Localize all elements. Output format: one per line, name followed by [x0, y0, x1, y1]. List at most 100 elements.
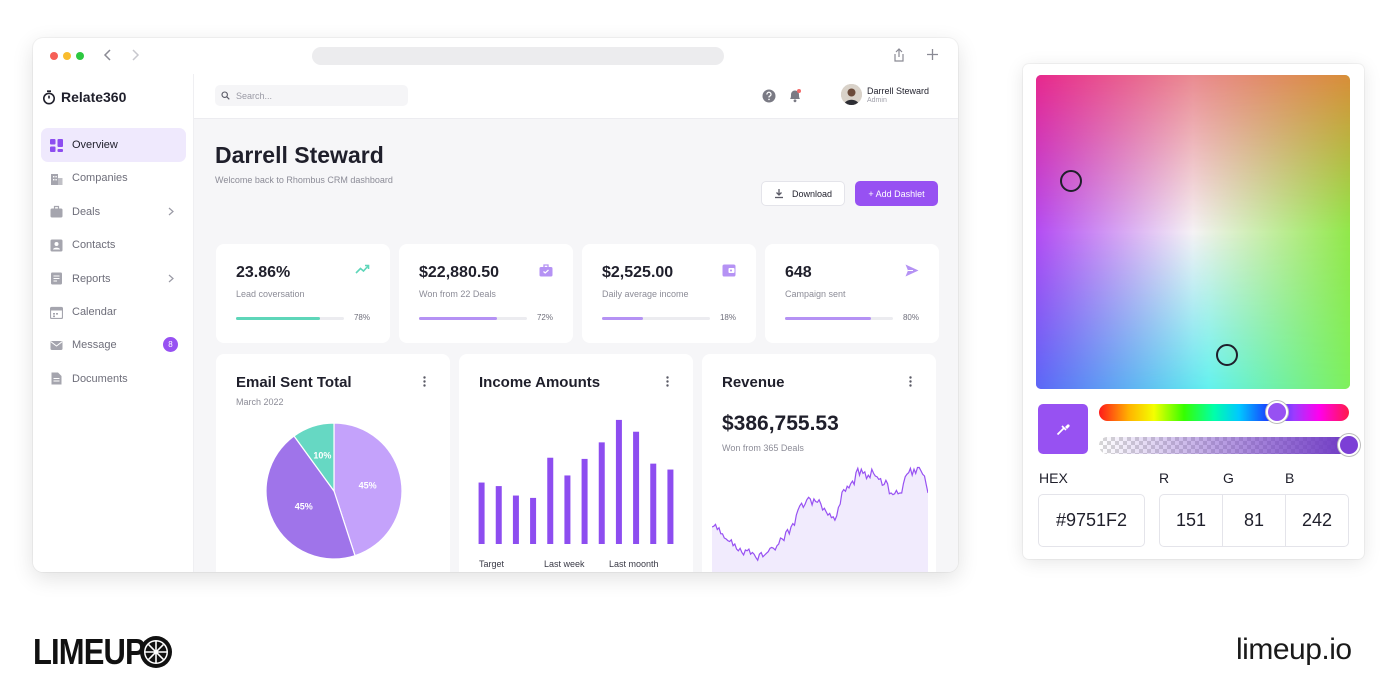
brand-url: limeup.io: [1236, 633, 1352, 666]
sidebar-item-label: Contacts: [72, 239, 116, 252]
revenue-line: [712, 466, 928, 562]
sidebar-item-label: Companies: [72, 172, 128, 185]
user-avatar[interactable]: [841, 84, 862, 105]
stat-progress-fill: [236, 317, 321, 320]
brand-logo: LIMEUP: [33, 632, 173, 672]
pie-data-label: 45%: [359, 481, 377, 491]
sidebar-item-calendar[interactable]: Calendar: [41, 295, 186, 329]
minimize-window-icon[interactable]: [63, 52, 71, 60]
color-gradient-area[interactable]: [1036, 75, 1350, 389]
revenue-card: Revenue $386,755.53 Won from 365 Deals: [702, 354, 936, 572]
browser-window: Relate360 Overview Companies Deals Contacts…: [33, 38, 958, 572]
wallet-icon: [722, 264, 736, 277]
stat-value: $2,525.00: [602, 264, 674, 281]
stat-progress-label: 78%: [353, 313, 370, 322]
app-name: Relate360: [61, 89, 127, 105]
color-picker-panel: HEX R G B #9751F2 151 81 242: [1023, 64, 1364, 559]
income-bar: [615, 419, 622, 544]
stat-progress-bar: [419, 317, 527, 320]
maximize-window-icon[interactable]: [76, 52, 84, 60]
timer-icon: [43, 89, 55, 104]
income-card-title: Income Amounts: [479, 374, 601, 391]
report-icon: [50, 272, 63, 285]
income-stat: Last week234: [544, 559, 585, 572]
share-icon[interactable]: [893, 48, 905, 62]
top-bar: Search... Darrell Steward Admin: [194, 74, 958, 119]
sidebar-item-overview[interactable]: Overview: [41, 128, 186, 162]
revenue-value: $386,755.53: [722, 412, 839, 435]
sidebar-item-label: Reports: [72, 272, 111, 285]
user-name: Darrell Steward: [867, 86, 930, 96]
trending-up-icon: [355, 264, 370, 274]
search-icon: [221, 91, 230, 100]
hex-label: HEX: [1039, 470, 1068, 486]
more-options-icon[interactable]: [423, 376, 426, 387]
stat-progress-bar: [785, 317, 893, 320]
help-icon[interactable]: [762, 89, 776, 103]
add-dashlet-label: + Add Dashlet: [868, 188, 925, 199]
sidebar-item-label: Documents: [72, 372, 128, 385]
stat-label: Campaign sent: [785, 289, 846, 299]
download-icon: [774, 189, 783, 199]
sidebar-item-reports[interactable]: Reports: [41, 262, 186, 296]
stat-progress-label: 18%: [719, 313, 736, 322]
sidebar-item-label: Overview: [72, 139, 118, 151]
stat-progress-fill: [785, 317, 872, 320]
hue-slider-knob[interactable]: [1265, 401, 1288, 423]
download-label: Download: [791, 188, 833, 199]
stat-value: 648: [785, 264, 812, 281]
notification-bell-icon[interactable]: [788, 88, 802, 103]
stat-label: Daily average income: [602, 289, 689, 299]
chevron-right-icon: [168, 274, 174, 283]
hue-slider[interactable]: [1099, 404, 1349, 421]
income-stat: Target841: [479, 559, 505, 572]
brand-logo-text: LIMEUP: [33, 631, 146, 672]
briefcase-icon: [539, 264, 553, 277]
g-input[interactable]: 81: [1222, 494, 1286, 547]
contact-card-icon: [50, 239, 63, 252]
eyedropper-button[interactable]: [1038, 404, 1088, 454]
stat-label: Lead coversation: [236, 289, 305, 299]
sidebar-item-documents[interactable]: Documents: [41, 362, 186, 396]
address-bar[interactable]: [312, 47, 724, 65]
download-button[interactable]: Download: [761, 181, 845, 206]
stat-card: $22,880.50 Won from 22 Deals 72%: [399, 244, 573, 343]
search-field[interactable]: Search...: [215, 85, 408, 106]
user-role: Admin: [867, 97, 887, 104]
hex-input[interactable]: #9751F2: [1038, 494, 1145, 547]
alpha-slider[interactable]: [1099, 437, 1349, 454]
new-tab-icon[interactable]: [926, 48, 939, 61]
back-icon[interactable]: [103, 49, 113, 61]
forward-icon[interactable]: [130, 49, 140, 61]
sidebar-item-contacts[interactable]: Contacts: [41, 228, 186, 262]
close-window-icon[interactable]: [50, 52, 58, 60]
income-stat-label: Last week: [544, 559, 585, 569]
b-input[interactable]: 242: [1285, 494, 1349, 547]
color-handle-primary[interactable]: [1060, 170, 1082, 192]
revenue-area-fill: [712, 467, 928, 572]
alpha-slider-knob[interactable]: [1338, 434, 1360, 456]
app-logo: Relate360: [42, 89, 126, 105]
calendar-icon: [50, 306, 63, 319]
income-bar: [512, 495, 519, 544]
chevron-right-icon: [168, 207, 174, 216]
more-options-icon[interactable]: [909, 376, 912, 387]
mail-icon: [50, 339, 63, 352]
send-icon: [905, 264, 919, 277]
email-pie-chart: 45% 45% 10%: [265, 422, 403, 560]
sidebar-item-message[interactable]: Message 8: [41, 328, 186, 362]
stat-card: 648 Campaign sent 80%: [765, 244, 939, 343]
r-input[interactable]: 151: [1159, 494, 1223, 547]
sidebar-item-companies[interactable]: Companies: [41, 161, 186, 195]
sidebar-item-label: Message: [72, 339, 117, 352]
search-placeholder: Search...: [236, 90, 273, 101]
grid-icon: [50, 138, 63, 152]
revenue-subtitle: Won from 365 Deals: [722, 443, 804, 453]
income-bar-chart: [478, 419, 674, 544]
stat-label: Won from 22 Deals: [419, 289, 496, 299]
add-dashlet-button[interactable]: + Add Dashlet: [855, 181, 938, 206]
more-options-icon[interactable]: [666, 376, 669, 387]
revenue-card-title: Revenue: [722, 374, 785, 391]
color-handle-secondary[interactable]: [1216, 344, 1238, 366]
sidebar-item-deals[interactable]: Deals: [41, 195, 186, 229]
